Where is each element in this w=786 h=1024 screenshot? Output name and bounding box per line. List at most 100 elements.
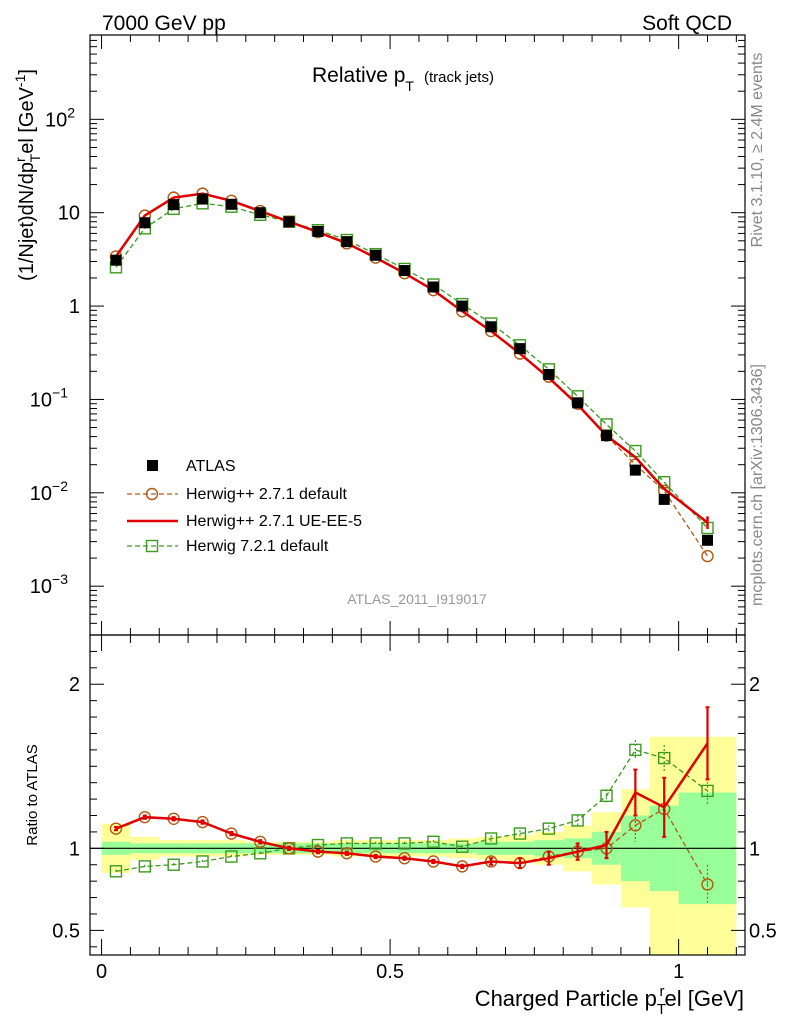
x-axis-label-sup: r [660, 983, 665, 1000]
ratio-point-herwig7-default [109, 865, 123, 878]
legend: ATLAS Herwig++ 2.7.1 default Herwig++ 2.… [127, 458, 362, 555]
ratio-series-herwig-7-2-1-default [109, 740, 714, 878]
legend-item-atlas: ATLAS [147, 458, 236, 475]
source-label: mcplots.cern.ch [arXiv:1306.3436] [749, 364, 766, 606]
legend-label-atlas: ATLAS [186, 458, 236, 475]
series-herwig-2-7-1-ue-ee-5 [114, 192, 709, 529]
ratio-point-herwig7-default [571, 814, 584, 827]
legend-item-herwigpp-default: Herwig++ 2.7.1 default [127, 486, 348, 503]
ratio-y-tick-label-right: 0.5 [749, 920, 777, 942]
energy-label: 7000 GeV pp [102, 12, 226, 35]
data-point-atlas [168, 199, 180, 211]
data-point-atlas [341, 236, 353, 248]
legend-label-herwigpp-default: Herwig++ 2.7.1 default [186, 486, 348, 503]
ratio-y-axis-label: Ratio to ATLAS [24, 744, 41, 845]
ratio-point-herwig7-default [369, 837, 382, 850]
data-point-atlas [572, 397, 584, 409]
ratio-point-herwigpp-default [629, 819, 642, 832]
main-series [109, 187, 714, 563]
y-tick-label: 10−2 [30, 478, 68, 505]
x-axis-label-sub: T [657, 1001, 666, 1018]
ratio-point-herwig7-default [225, 850, 238, 863]
ratio-series [109, 706, 714, 905]
ratio-point-herwig7-default [196, 855, 209, 868]
data-point-atlas [283, 216, 295, 228]
legend-item-herwig7-default: Herwig 7.2.1 default [127, 538, 329, 555]
ratio-point-herwigpp-default [109, 822, 123, 835]
data-point-atlas [370, 249, 382, 261]
ratio-series-herwig-2-7-1-ue-ee-5 [113, 706, 710, 870]
y-tick-label-base: 10 [58, 203, 80, 225]
ratio-y-tick-labels: 0.5 0.5 1 1 2 2 [52, 674, 777, 942]
data-point-atlas [629, 464, 641, 476]
ratio-line-herwig-7-2-1-default [115, 749, 708, 872]
ratio-point-herwig7-default [484, 832, 498, 845]
ratio-point-herwigpp-default [225, 827, 238, 840]
chart-title: Relative pT (track jets) [312, 64, 494, 94]
data-point-atlas [485, 321, 497, 333]
chart-title-suffix: (track jets) [424, 69, 494, 86]
chart-title-sub: T [405, 78, 414, 94]
ratio-frame [89, 634, 746, 956]
y-tick-label-base: 1 [69, 296, 80, 318]
x-tick-label: 1 [673, 961, 684, 983]
data-point-atlas [254, 207, 266, 219]
data-point-atlas [600, 430, 612, 442]
y-tick-label-exponent: 2 [67, 104, 75, 120]
ratio-point-herwig7-default [658, 751, 671, 765]
x-axis-label-main: Charged Particle p [475, 986, 657, 1011]
ratio-bands [101, 736, 737, 955]
ratio-y-tick-label-right: 1 [749, 838, 760, 860]
data-point-atlas [456, 300, 468, 312]
data-point-atlas [110, 254, 122, 266]
legend-label-herwig7-default: Herwig 7.2.1 default [186, 538, 329, 555]
main-panel: 10−3 10−2 10−1 1 10 10 2 Relative pT (track jet… [12, 34, 746, 636]
analysis-id: ATLAS_2011_I919017 [347, 591, 487, 607]
ratio-point-herwig7-default [629, 743, 642, 757]
ratio-point-herwig7-default [456, 840, 469, 853]
main-y-tick-labels: 10−3 10−2 10−1 1 10 10 2 [30, 104, 80, 598]
y-tick-label: 10−1 [30, 384, 68, 411]
x-tick-labels: 0 0.5 1 [96, 961, 684, 983]
ratio-point-herwig7-default [600, 789, 613, 803]
data-point-atlas [427, 281, 439, 293]
ratio-point-herwigpp-default [701, 878, 714, 891]
data-point-atlas [658, 493, 670, 505]
process-label: Soft QCD [642, 12, 732, 35]
y-tick-label-base: 10 [30, 389, 52, 411]
line-herwig-7-2-1-default [115, 202, 708, 529]
series-herwig-7-2-1-default [109, 197, 714, 535]
series-atlas [110, 193, 713, 546]
data-point-atlas [197, 193, 209, 205]
legend-marker-herwigpp-default [145, 487, 159, 501]
data-point-atlas [312, 225, 324, 237]
ratio-y-tick-label-left: 1 [69, 838, 80, 860]
ratio-point-herwig7-default [542, 822, 555, 835]
y-tick-label: 10−3 [30, 571, 68, 598]
chart-title-main: Relative p [312, 64, 405, 87]
ratio-point-herwig7-default [513, 827, 527, 840]
ratio-ticks [90, 635, 745, 955]
ratio-point-herwig7-default [340, 837, 354, 850]
ratio-y-tick-label-left: 2 [69, 674, 80, 696]
ratio-point-herwig7-default [138, 860, 152, 873]
legend-label-herwigpp-ueee5: Herwig++ 2.7.1 UE-EE-5 [186, 513, 362, 530]
point-herwigpp-default [701, 549, 714, 563]
legend-item-herwigpp-ueee5: Herwig++ 2.7.1 UE-EE-5 [127, 513, 362, 530]
x-axis-label: Charged Particle pTrel [GeV] [475, 983, 744, 1018]
ratio-line-herwigpp-ueee5 [115, 742, 709, 868]
x-tick-label: 0 [96, 961, 107, 983]
data-point-atlas [543, 368, 555, 380]
ratio-point-herwig7-default [427, 835, 440, 848]
ratio-panel: 0.5 0.51 12 2 0 0.5 1 Ratio to ATLAS Charged … [24, 634, 777, 1018]
data-point-atlas [701, 534, 713, 546]
ratio-point-herwig7-default [398, 837, 411, 850]
rivet-label: Rivet 3.1.10, ≥ 2.4M events [749, 53, 766, 248]
y-tick-label: 1 [69, 296, 80, 318]
y-tick-label-exponent: −1 [52, 384, 68, 400]
legend-marker-atlas [147, 460, 158, 471]
series-herwig-2-7-1-default [109, 187, 714, 563]
y-tick-label-exponent: −3 [52, 571, 68, 587]
data-point-atlas [225, 198, 237, 210]
y-tick-label: 10 [58, 203, 80, 225]
